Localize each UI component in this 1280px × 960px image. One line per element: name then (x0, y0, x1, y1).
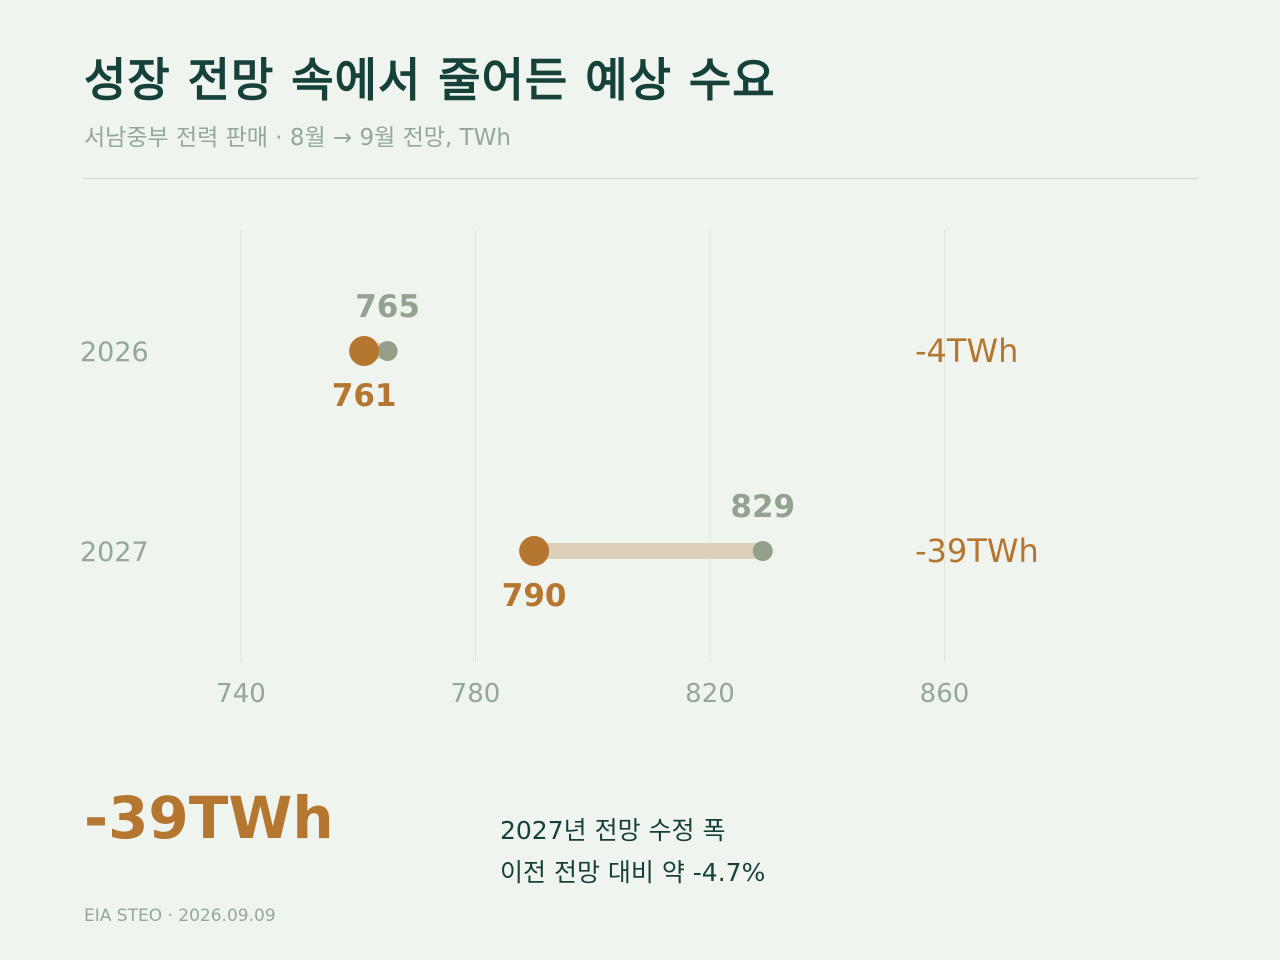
summary-big-value: -39TWh (84, 784, 334, 852)
previous-value-label: 765 (355, 289, 420, 325)
current-forecast-point (349, 336, 380, 366)
y-category-label: 2026 (80, 337, 149, 368)
chart-subtitle: 서남중부 전력 판매 · 8월 → 9월 전망, TWh (84, 125, 511, 151)
summary-note: 2027년 전망 수정 폭 이전 전망 대비 약 -4.7% (500, 810, 765, 894)
summary-note-line-1: 2027년 전망 수정 폭 (500, 816, 726, 845)
previous-value-label: 829 (730, 489, 795, 525)
delta-label: -4TWh (915, 332, 1018, 370)
source-footer: EIA STEO · 2026.09.09 (84, 906, 276, 926)
x-tick-label: 780 (451, 679, 501, 709)
current-value-label: 761 (332, 378, 397, 414)
current-value-label: 790 (502, 578, 567, 614)
header-divider (83, 178, 1198, 179)
x-tick-label: 740 (216, 679, 266, 709)
delta-label: -39TWh (915, 532, 1039, 570)
summary-note-line-2: 이전 전망 대비 약 -4.7% (500, 858, 766, 887)
current-forecast-point (519, 536, 550, 566)
chart-title: 성장 전망 속에서 줄어든 예상 수요 (84, 53, 776, 107)
x-tick-label: 820 (685, 679, 735, 709)
previous-forecast-point (377, 341, 398, 361)
previous-forecast-point (752, 541, 773, 561)
y-category-label: 2027 (80, 537, 149, 568)
x-tick-label: 860 (920, 679, 970, 709)
